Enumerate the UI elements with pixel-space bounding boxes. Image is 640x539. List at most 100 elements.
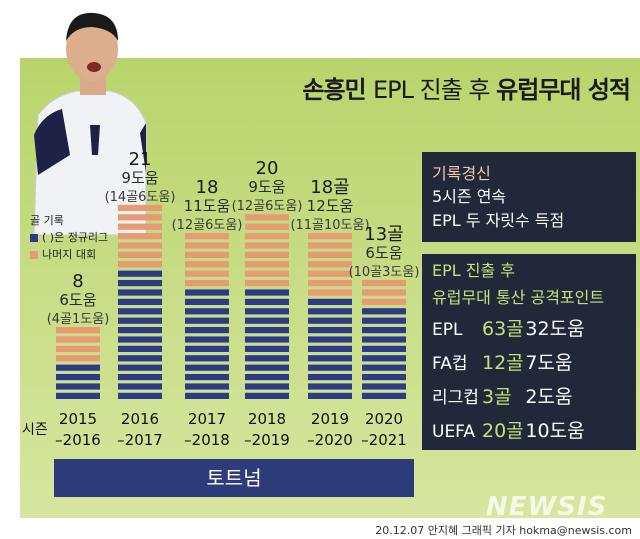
bar-segment-league xyxy=(362,345,406,352)
bar-segment-other xyxy=(245,251,289,258)
bar-segment-league xyxy=(245,364,289,371)
bar-segment-league xyxy=(118,336,162,343)
bar-segment-other xyxy=(185,233,229,240)
bar-segment-other xyxy=(245,223,289,230)
bar-segment-league xyxy=(362,308,406,315)
legend-league-label: ( )은 정규리그 xyxy=(42,231,109,244)
bar-segment-league xyxy=(308,308,352,315)
record-line-1: 5시즌 연속 xyxy=(432,187,507,206)
season-tick-label: –2021 xyxy=(361,431,407,449)
bar-segment-other xyxy=(118,214,162,221)
bar-segment-league xyxy=(56,392,100,399)
bar-segment-league xyxy=(118,298,162,305)
record-line-2: EPL 두 자릿수 득점 xyxy=(432,211,565,230)
bar-segment-league xyxy=(308,374,352,381)
bar-segment-league xyxy=(118,289,162,296)
legend-other: 나머지 대회 xyxy=(30,246,108,263)
bar-segment-league xyxy=(118,355,162,362)
bar-segment-other xyxy=(245,233,289,240)
title-epl: EPL xyxy=(373,76,414,104)
league-detail-label: (10골3도움) xyxy=(349,265,420,280)
row-label: EPL xyxy=(432,320,463,340)
bar-segment-other xyxy=(185,261,229,268)
total-label: 8 xyxy=(72,271,83,292)
bar-segment-other xyxy=(56,336,100,343)
season-tick-label: 2016 xyxy=(121,410,159,428)
bar-segment-league xyxy=(185,308,229,315)
bar-segment-league xyxy=(308,336,352,343)
bar-segment-other xyxy=(245,242,289,249)
credit-line: 20.12.07 안지혜 그래픽 기자 hokma@newsis.com xyxy=(375,524,632,537)
bar-segment-league xyxy=(185,355,229,362)
bar-segment-league xyxy=(308,345,352,352)
bar-segment-other xyxy=(118,223,162,230)
bar-segment-league xyxy=(362,383,406,390)
bar-segment-league xyxy=(362,336,406,343)
season-tick-label: –2017 xyxy=(117,431,163,449)
bar-segment-other xyxy=(118,261,162,268)
assist-label: 9도움 xyxy=(121,169,158,187)
row-label: 리그컵 xyxy=(432,388,479,408)
league-detail-label: (12골6도움) xyxy=(172,218,243,233)
title-mid: 진출 후 xyxy=(413,76,497,104)
row-assists: 7도움 xyxy=(525,352,573,374)
bar-segment-other xyxy=(56,345,100,352)
bar-segment-league xyxy=(118,280,162,287)
total-label: 20 xyxy=(256,158,279,179)
league-detail-label: (12골6도움) xyxy=(232,199,303,214)
bar-chart: (4골1도움)6도움82015–2016(14골6도움)9도움212016–20… xyxy=(47,149,420,449)
bar-segment-other xyxy=(308,251,352,258)
legend-league: ( )은 정규리그 xyxy=(30,229,108,246)
career-row-facup: FA컵 12골 7도움 xyxy=(432,348,572,375)
assist-label: 6도움 xyxy=(365,244,402,262)
bar-segment-other xyxy=(308,280,352,287)
bar-segment-league xyxy=(56,364,100,371)
bar-segment-league xyxy=(118,392,162,399)
row-goals: 20골 xyxy=(482,420,524,442)
assist-label: 11도움 xyxy=(184,197,231,215)
bar-segment-league xyxy=(118,327,162,334)
record-panel: 기록경신 5시즌 연속 EPL 두 자릿수 득점 xyxy=(422,152,636,242)
bar-segment-other xyxy=(245,214,289,221)
total-label: 18 xyxy=(196,177,219,198)
bar-segment-league xyxy=(308,392,352,399)
bar-segment-league xyxy=(308,383,352,390)
bar-segment-league xyxy=(245,355,289,362)
player-photo xyxy=(33,12,147,235)
bar-segment-other xyxy=(308,289,352,296)
bar-segment-other xyxy=(362,298,406,305)
bar-segment-league xyxy=(362,355,406,362)
row-assists: 32도움 xyxy=(525,318,585,340)
record-panel-title: 기록경신 xyxy=(432,164,491,183)
bar-segment-league xyxy=(185,327,229,334)
row-goals: 3골 xyxy=(482,386,512,408)
row-goals: 63골 xyxy=(482,318,524,340)
bar-segment-league xyxy=(185,345,229,352)
career-panel-title-2: 유럽무대 통산 공격포인트 xyxy=(432,288,605,307)
legend-other-label: 나머지 대회 xyxy=(42,248,97,261)
bar-segment-league xyxy=(245,289,289,296)
bar-segment-other xyxy=(245,261,289,268)
career-points-panel: EPL 진출 후 유럽무대 통산 공격포인트 EPL 63골 32도움 FA컵 12… xyxy=(422,254,636,450)
season-tick-label: –2019 xyxy=(244,431,290,449)
bar-segment-league xyxy=(185,392,229,399)
row-label: UEFA xyxy=(432,422,476,442)
bar-segment-other xyxy=(362,280,406,287)
season-axis-label: 시즌 xyxy=(22,422,48,438)
title-suffix: 유럽무대 성적 xyxy=(496,76,631,104)
assist-label: 6도움 xyxy=(59,291,96,309)
total-label: 13골 xyxy=(364,224,403,245)
bar-segment-league xyxy=(245,383,289,390)
season-tick-label: –2020 xyxy=(307,431,353,449)
bar-segment-league xyxy=(118,308,162,315)
chart-title: 손흥민 EPL 진출 후 유럽무대 성적 xyxy=(250,70,631,105)
bar-segment-other xyxy=(118,251,162,258)
bar-segment-other xyxy=(185,242,229,249)
watermark: NEWSIS xyxy=(486,492,608,522)
bar-segment-league xyxy=(308,327,352,334)
season-tick-label: 2020 xyxy=(365,410,403,428)
bar-segment-league xyxy=(362,317,406,324)
bar-segment-other xyxy=(118,204,162,211)
bar-segment-league xyxy=(362,392,406,399)
league-detail-label: (11골10도움) xyxy=(290,218,369,233)
